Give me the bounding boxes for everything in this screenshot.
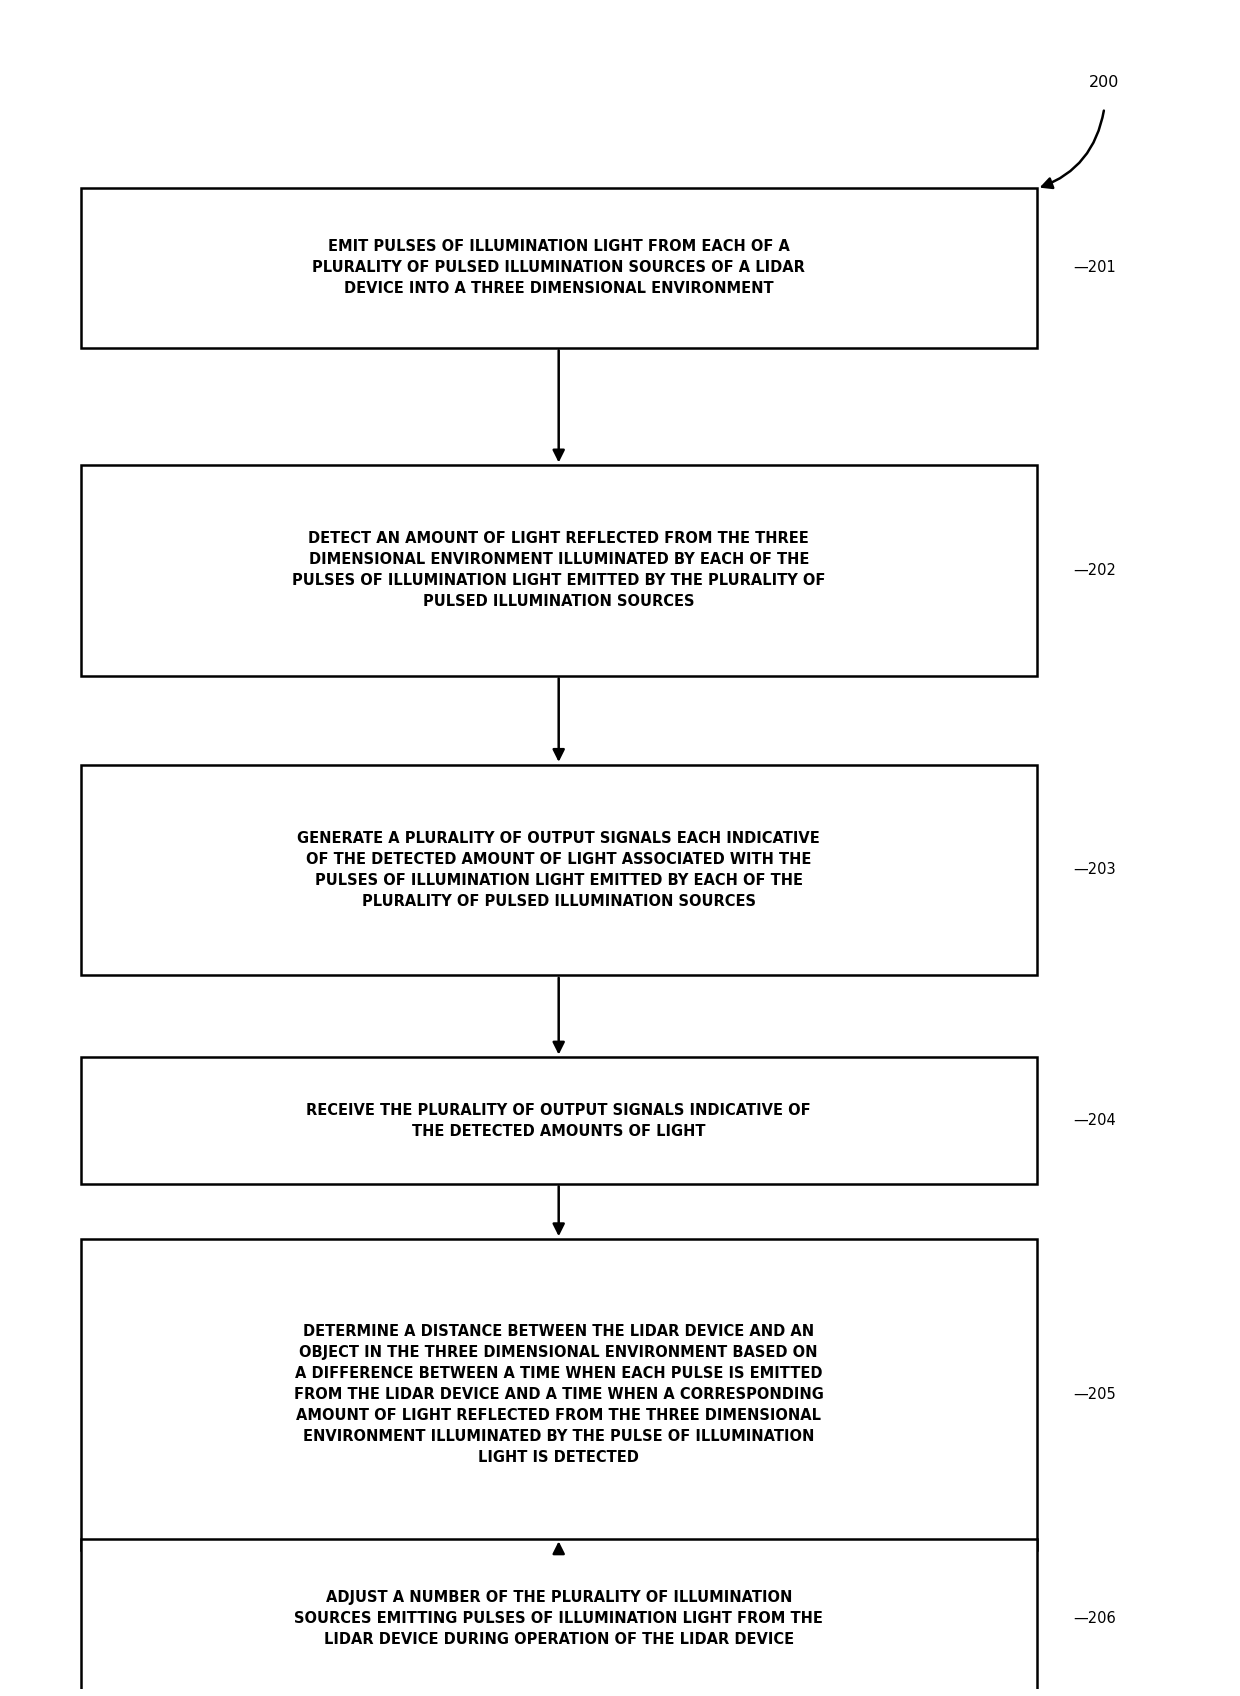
- Text: DETERMINE A DISTANCE BETWEEN THE LIDAR DEVICE AND AN
OBJECT IN THE THREE DIMENSI: DETERMINE A DISTANCE BETWEEN THE LIDAR D…: [294, 1325, 823, 1465]
- Text: DETECT AN AMOUNT OF LIGHT REFLECTED FROM THE THREE
DIMENSIONAL ENVIRONMENT ILLUM: DETECT AN AMOUNT OF LIGHT REFLECTED FROM…: [291, 531, 826, 609]
- FancyBboxPatch shape: [81, 1240, 1037, 1550]
- FancyArrowPatch shape: [1042, 110, 1104, 188]
- Text: —202: —202: [1074, 563, 1116, 578]
- Text: 200: 200: [1089, 75, 1120, 90]
- Text: GENERATE A PLURALITY OF OUTPUT SIGNALS EACH INDICATIVE
OF THE DETECTED AMOUNT OF: GENERATE A PLURALITY OF OUTPUT SIGNALS E…: [298, 831, 820, 909]
- Text: —205: —205: [1074, 1387, 1116, 1403]
- FancyBboxPatch shape: [81, 465, 1037, 675]
- Text: —204: —204: [1074, 1113, 1116, 1128]
- Text: —206: —206: [1074, 1611, 1116, 1626]
- Text: RECEIVE THE PLURALITY OF OUTPUT SIGNALS INDICATIVE OF
THE DETECTED AMOUNTS OF LI: RECEIVE THE PLURALITY OF OUTPUT SIGNALS …: [306, 1102, 811, 1138]
- Text: EMIT PULSES OF ILLUMINATION LIGHT FROM EACH OF A
PLURALITY OF PULSED ILLUMINATIO: EMIT PULSES OF ILLUMINATION LIGHT FROM E…: [312, 239, 805, 297]
- FancyBboxPatch shape: [81, 188, 1037, 348]
- FancyBboxPatch shape: [81, 765, 1037, 975]
- Text: ADJUST A NUMBER OF THE PLURALITY OF ILLUMINATION
SOURCES EMITTING PULSES OF ILLU: ADJUST A NUMBER OF THE PLURALITY OF ILLU…: [294, 1589, 823, 1647]
- Text: —203: —203: [1074, 862, 1116, 877]
- Text: —201: —201: [1074, 259, 1116, 275]
- FancyBboxPatch shape: [81, 1538, 1037, 1696]
- FancyBboxPatch shape: [81, 1057, 1037, 1184]
